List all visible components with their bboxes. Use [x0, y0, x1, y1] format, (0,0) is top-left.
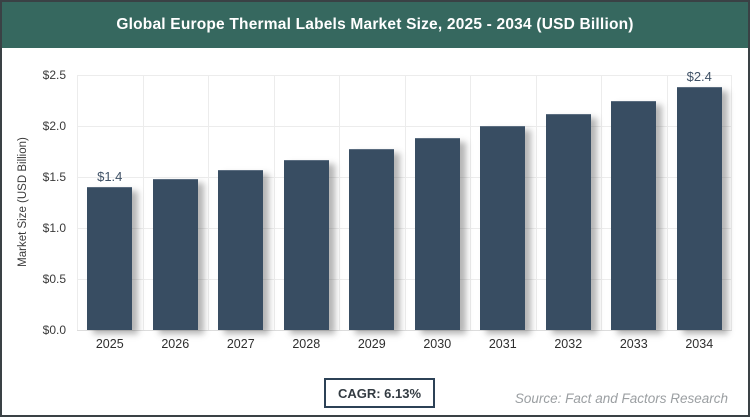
x-tick-label-2026: 2026	[161, 337, 190, 351]
y-tick-label: $2.5	[42, 68, 66, 82]
x-tick-label-2027: 2027	[226, 337, 255, 351]
bar-2028	[283, 159, 329, 330]
gridline-vertical	[77, 75, 78, 330]
bar-2025	[87, 187, 133, 330]
bar-2034	[676, 87, 722, 330]
cagr-label: CAGR: 6.13%	[337, 385, 422, 401]
x-tick-label-2030: 2030	[423, 337, 452, 351]
plot-area: $1.4 $2.4	[77, 69, 732, 331]
bar-2032	[545, 113, 591, 330]
bar-value-label-2025: $1.4	[97, 169, 123, 185]
y-tick-label: $1.5	[42, 170, 66, 184]
gridline-vertical	[535, 75, 537, 330]
x-tick-label-2033: 2033	[619, 337, 648, 351]
x-tick-label-2032: 2032	[554, 337, 583, 351]
bar-value-label-2034: $2.4	[686, 69, 712, 85]
gridline-vertical	[142, 75, 144, 330]
y-tick-label: $2.0	[42, 119, 66, 133]
source-attribution: Source: Fact and Factors Research	[514, 391, 728, 406]
gridline-vertical	[208, 75, 209, 330]
bar-2026	[152, 179, 198, 330]
x-tick-label-2029: 2029	[357, 337, 386, 351]
bar-2031	[480, 126, 526, 330]
gridline-vertical	[404, 75, 406, 330]
cagr-badge: CAGR: 6.13%	[324, 378, 435, 408]
x-axis-ticks: 2025 2026 2027 2028 2029 2030 2031 2032 2033 2034	[77, 337, 732, 355]
chart-header: Global Europe Thermal Labels Market Size…	[2, 2, 748, 48]
y-tick-label: $0.5	[42, 272, 66, 286]
x-tick-label-2025: 2025	[95, 337, 124, 351]
gridline-vertical	[339, 75, 340, 330]
x-tick-label-2031: 2031	[488, 337, 517, 351]
gridline-vertical	[601, 75, 602, 330]
gridline-vertical	[273, 75, 275, 330]
gridline-vertical	[470, 75, 471, 330]
y-axis-ticks: $0.0 $0.5 $1.0 $1.5 $2.0 $2.5	[2, 68, 70, 337]
x-tick-label-2034: 2034	[685, 337, 714, 351]
gridline-vertical	[731, 75, 732, 330]
bar-2030	[414, 138, 460, 330]
y-tick-label: $1.0	[42, 221, 66, 235]
chart-title: Global Europe Thermal Labels Market Size…	[116, 16, 634, 33]
x-tick-label-2028: 2028	[292, 337, 321, 351]
bar-2027	[218, 169, 264, 330]
y-tick-label: $0.0	[42, 323, 66, 337]
gridline-vertical	[666, 75, 668, 330]
bar-2029	[349, 149, 395, 330]
bar-2033	[611, 100, 657, 330]
